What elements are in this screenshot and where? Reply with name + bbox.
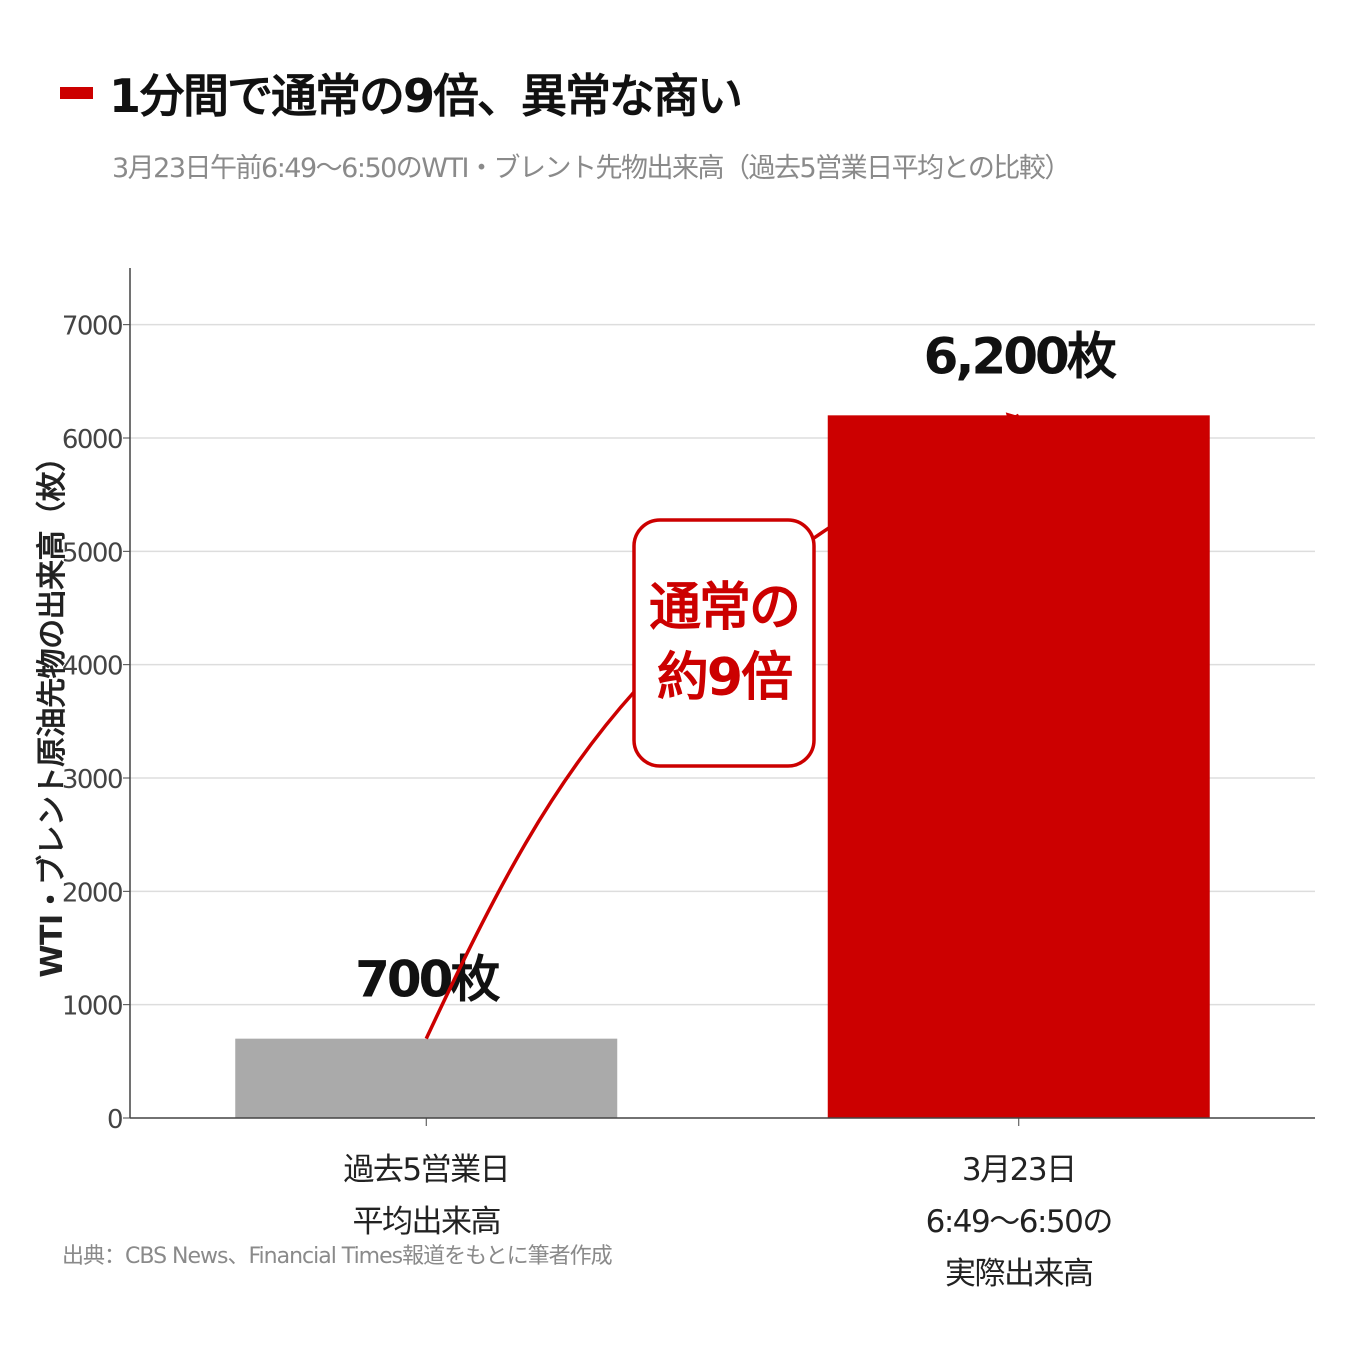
y-tick-label-4000: 4000 [62,652,122,682]
callout-text: 通常の 約9倍 [634,520,814,766]
y-tick-label-1000: 1000 [62,992,122,1022]
data-label-1: 700枚 [355,951,500,1009]
callout-line-1: 通常の [648,578,801,638]
title-row: 1分間で通常の9倍、異常な商い [60,58,743,128]
x-category-label-2-line-2: 6:49〜6:50の [926,1204,1112,1240]
x-category-label-1-line-1: 過去5営業日 [343,1152,509,1188]
y-tick-label-7000: 7000 [62,312,122,342]
x-category-label-2-line-3: 実際出来高 [945,1256,1093,1292]
x-category-label-1-line-2: 平均出来高 [353,1204,501,1240]
chart-title: 1分間で通常の9倍、異常な商い [109,69,743,123]
y-tick-label-2000: 2000 [62,878,122,908]
callout-box [632,518,816,768]
data-label-2: 6,200枚 [924,327,1117,385]
bar-2 [827,415,1210,1118]
bar-1 [235,1038,618,1118]
callout-arrowhead [1005,412,1023,427]
y-tick-label-0: 0 [107,1105,122,1135]
chart-subtitle: 3月23日午前6:49〜6:50のWTI・ブレント先物出来高（過去5営業日平均と… [112,153,1071,184]
y-tick-label-5000: 5000 [62,538,122,568]
y-tick-label-3000: 3000 [62,765,122,795]
y-tick-label-6000: 6000 [62,425,122,455]
x-category-label-2-line-1: 3月23日 [962,1152,1076,1188]
source-note: 出典：CBS News、Financial Times報道をもとに筆者作成 [62,1244,613,1269]
title-marker [60,87,93,99]
y-axis-title: WTI・ブレント原油先物の出来高（枚） [35,442,70,977]
callout-line-2: 約9倍 [656,648,793,708]
